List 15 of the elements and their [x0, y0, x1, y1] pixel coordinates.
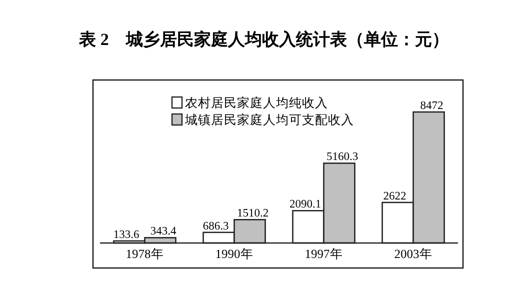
data-label: 686.3: [202, 220, 229, 232]
x-tick-label: 1990年: [215, 247, 254, 261]
data-label: 5160.3: [326, 151, 358, 164]
legend-label: 城镇居民家庭人均可支配收入: [184, 112, 354, 127]
x-tick-label: 2003年: [394, 247, 432, 261]
data-label: 2622: [383, 190, 406, 202]
chart-title: 表 2 城乡居民家庭人均收入统计表（单位：元）: [78, 30, 449, 49]
data-label: 343.4: [150, 226, 176, 238]
data-label: 133.6: [113, 228, 140, 241]
x-tick-label: 1978年: [126, 247, 164, 261]
legend-label: 农村居民家庭人均纯收入: [185, 95, 328, 110]
data-label: 1510.2: [236, 208, 269, 220]
data-label: 8472: [420, 100, 444, 112]
x-tick-label: 1997年: [304, 247, 343, 261]
data-label: 2090.1: [289, 198, 322, 211]
